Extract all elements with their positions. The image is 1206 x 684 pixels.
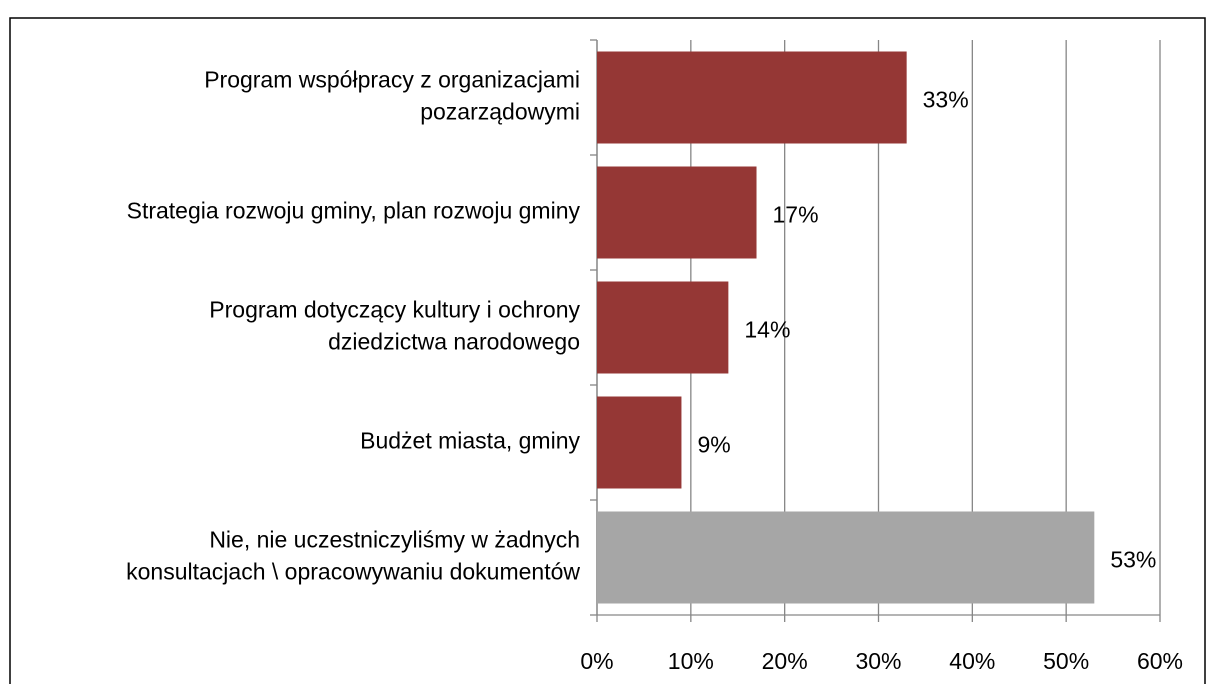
data-label: 33%: [923, 87, 969, 113]
x-tick-label: 10%: [668, 648, 714, 674]
data-label: 14%: [744, 317, 790, 343]
x-tick-label: 50%: [1043, 648, 1089, 674]
y-tick-label: pozarządowymi: [420, 99, 580, 125]
data-label: 17%: [773, 202, 819, 228]
y-tick-label: Program dotyczący kultury i ochrony: [209, 297, 580, 323]
x-tick-label: 30%: [855, 648, 901, 674]
x-tick-label: 0%: [580, 648, 613, 674]
x-tick-label: 40%: [949, 648, 995, 674]
x-tick-label: 20%: [762, 648, 808, 674]
bar: [597, 51, 907, 144]
bar: [597, 396, 682, 489]
data-label: 53%: [1110, 547, 1156, 573]
y-tick-label: Nie, nie uczestniczyliśmy w żadnych: [209, 527, 580, 553]
y-tick-label: Strategia rozwoju gminy, plan rozwoju gm…: [127, 198, 581, 224]
bar: [597, 281, 729, 374]
y-tick-label: dziedzictwa narodowego: [328, 329, 580, 355]
y-tick-label: Program współpracy z organizacjami: [204, 67, 580, 93]
x-tick-label: 60%: [1137, 648, 1183, 674]
y-tick-label: konsultacjach \ opracowywaniu dokumentów: [126, 559, 580, 585]
data-label: 9%: [697, 432, 730, 458]
bar: [597, 166, 757, 259]
y-tick-label: Budżet miasta, gminy: [360, 428, 580, 454]
bar: [597, 511, 1095, 604]
